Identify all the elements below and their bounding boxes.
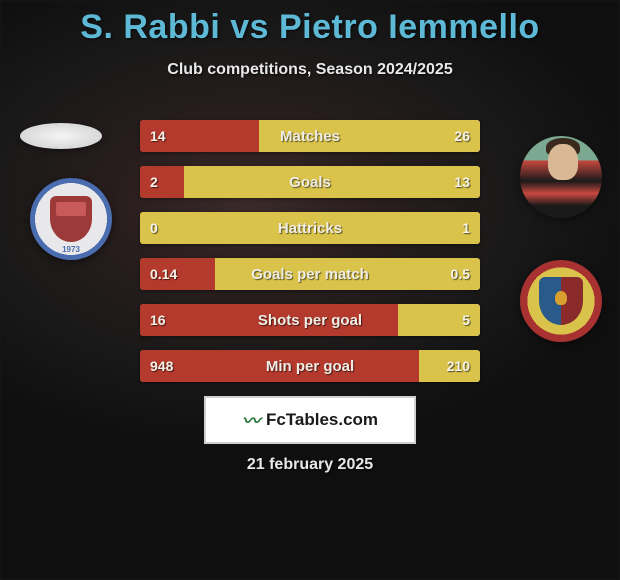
stat-label: Goals per match xyxy=(140,258,480,290)
stat-label: Hattricks xyxy=(140,212,480,244)
stat-row: 948210Min per goal xyxy=(140,350,480,382)
stat-row: 1426Matches xyxy=(140,120,480,152)
source-brand-text: FcTables.com xyxy=(266,410,378,430)
stat-label: Matches xyxy=(140,120,480,152)
content-container: S. Rabbi vs Pietro Iemmello Club competi… xyxy=(0,0,620,580)
player2-avatar xyxy=(520,136,602,218)
stat-row: 213Goals xyxy=(140,166,480,198)
club1-shield-icon xyxy=(50,196,92,242)
comparison-title: S. Rabbi vs Pietro Iemmello xyxy=(0,0,620,47)
player1-club-badge: 1973 xyxy=(30,178,112,260)
avatar-face xyxy=(548,144,578,180)
source-badge: 〰 FcTables.com xyxy=(204,396,416,444)
club2-crest-icon xyxy=(539,277,583,325)
player2-club-badge xyxy=(520,260,602,342)
player1-avatar-placeholder xyxy=(20,123,102,149)
club1-year: 1973 xyxy=(30,245,112,254)
stat-label: Goals xyxy=(140,166,480,198)
stat-label: Shots per goal xyxy=(140,304,480,336)
stat-row: 0.140.5Goals per match xyxy=(140,258,480,290)
source-logo-icon: 〰 xyxy=(242,407,260,433)
stat-row: 165Shots per goal xyxy=(140,304,480,336)
stats-bars-container: 1426Matches 213Goals 01Hattricks 0.140.5Goa… xyxy=(140,120,480,396)
comparison-subtitle: Club competitions, Season 2024/2025 xyxy=(0,61,620,79)
footer-date: 21 february 2025 xyxy=(0,456,620,474)
stat-label: Min per goal xyxy=(140,350,480,382)
stat-row: 01Hattricks xyxy=(140,212,480,244)
